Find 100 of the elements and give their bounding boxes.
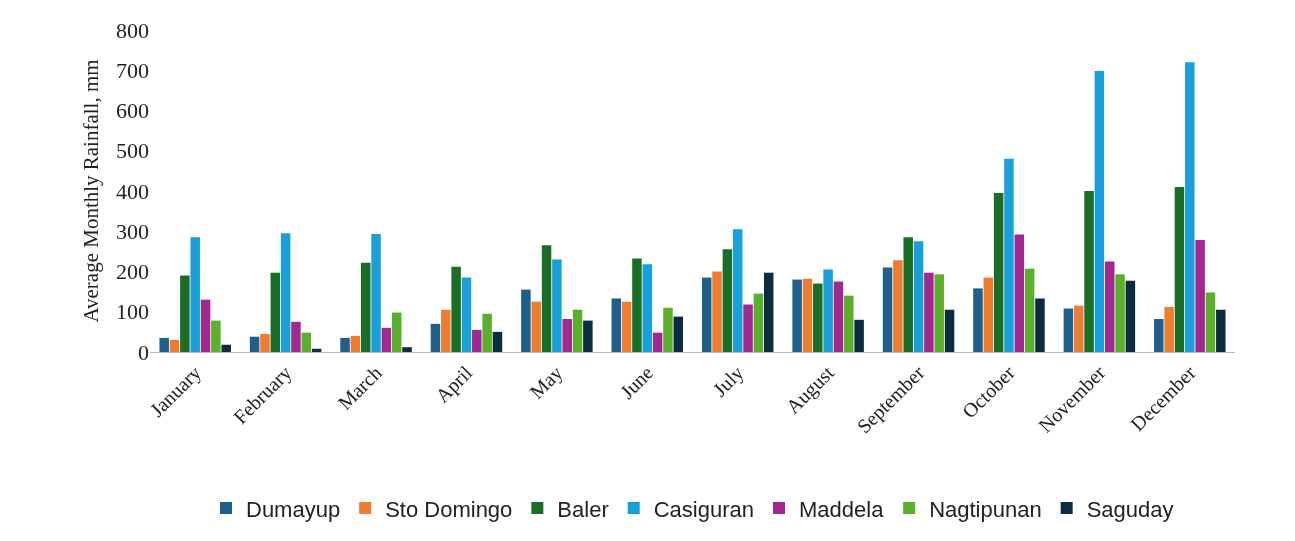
- bar: [882, 267, 893, 352]
- bar: [521, 289, 531, 352]
- bar: [531, 301, 541, 352]
- bar: [673, 316, 684, 352]
- bar: [652, 332, 663, 352]
- bar: [562, 319, 572, 352]
- y-tick-label: 700: [116, 57, 149, 83]
- bar: [1035, 298, 1045, 352]
- y-tick-label: 0: [138, 339, 149, 365]
- bar: [844, 295, 854, 352]
- bar: [893, 260, 903, 352]
- bar: [1004, 158, 1014, 352]
- y-tick-label: 200: [116, 259, 149, 285]
- bar: [371, 234, 381, 352]
- bar: [492, 331, 503, 352]
- bar: [270, 272, 281, 352]
- legend-label: Dumayup: [246, 496, 341, 522]
- bar: [792, 279, 802, 352]
- y-tick-label: 400: [116, 178, 149, 204]
- legend-label: Baler: [557, 496, 609, 522]
- bar: [1014, 234, 1025, 352]
- bar: [301, 332, 312, 352]
- legend-label: Casiguran: [653, 496, 754, 522]
- bar: [722, 249, 733, 352]
- y-axis-title: Average Monthly Rainfall, mm: [79, 59, 103, 323]
- bar: [572, 309, 583, 352]
- bar: [934, 274, 944, 352]
- bar: [813, 283, 823, 352]
- bar: [983, 277, 994, 352]
- bar: [461, 277, 472, 352]
- x-tick-label: July: [708, 361, 749, 402]
- bar: [1084, 191, 1094, 352]
- bar: [802, 278, 813, 352]
- bar: [712, 271, 722, 352]
- bar: [1063, 308, 1074, 352]
- bar: [159, 337, 169, 352]
- bar: [200, 299, 211, 352]
- bar: [221, 344, 231, 352]
- bar: [190, 237, 200, 352]
- bar: [260, 333, 270, 352]
- bar: [1195, 240, 1205, 352]
- bar: [632, 258, 642, 352]
- bar: [391, 312, 402, 352]
- bar: [381, 327, 392, 352]
- bar: [621, 301, 632, 352]
- bar: [763, 272, 774, 352]
- y-tick-label: 800: [116, 17, 149, 43]
- bar: [280, 233, 291, 352]
- y-tick-label: 100: [116, 299, 149, 325]
- bar: [482, 313, 492, 352]
- bar: [1216, 309, 1226, 352]
- bar: [350, 335, 361, 352]
- bar: [1104, 261, 1115, 352]
- bar: [1185, 62, 1195, 352]
- bar: [1154, 319, 1164, 352]
- y-tick-label: 500: [116, 138, 149, 164]
- bar: [913, 241, 924, 352]
- bar: [552, 259, 562, 352]
- bar: [1024, 268, 1035, 352]
- y-tick-label: 600: [116, 98, 149, 124]
- bar: [944, 309, 955, 352]
- bar: [743, 304, 753, 352]
- legend-label: Maddela: [798, 496, 885, 522]
- bar: [451, 266, 461, 352]
- bar: [1164, 306, 1174, 352]
- bar: [169, 339, 180, 352]
- legend-label: Sto Domingo: [385, 496, 513, 522]
- bar: [854, 319, 864, 352]
- bar: [611, 298, 622, 352]
- bar: [903, 237, 913, 352]
- bar: [993, 193, 1004, 352]
- bar: [583, 320, 593, 352]
- bar: [1115, 274, 1125, 352]
- bar: [249, 336, 260, 352]
- bar: [823, 269, 833, 352]
- bar: [833, 281, 844, 352]
- bar: [753, 293, 764, 352]
- x-tick-label: June: [615, 361, 658, 403]
- bar: [441, 309, 451, 352]
- legend-label: Saguday: [1086, 496, 1174, 522]
- bar: [1205, 292, 1216, 352]
- bar: [924, 272, 934, 352]
- bar: [541, 245, 552, 352]
- bar: [291, 321, 301, 352]
- bar: [360, 262, 371, 352]
- bar: [180, 275, 190, 352]
- bar: [211, 320, 221, 352]
- bar: [472, 329, 482, 352]
- legend-label: Nagtipunan: [929, 496, 1042, 522]
- bar: [701, 277, 712, 352]
- bar: [663, 307, 673, 352]
- bar: [1174, 186, 1185, 352]
- bar: [402, 347, 412, 352]
- bar: [340, 337, 350, 352]
- bar: [642, 264, 653, 352]
- bar: [1094, 71, 1105, 352]
- bar: [1125, 280, 1136, 352]
- y-tick-label: 300: [116, 218, 149, 244]
- x-tick-label: May: [525, 361, 568, 404]
- bar: [732, 229, 743, 352]
